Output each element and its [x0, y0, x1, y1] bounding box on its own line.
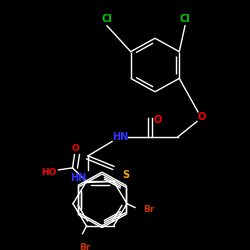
Text: HO: HO [41, 168, 56, 177]
Text: Cl: Cl [180, 14, 190, 24]
Text: HN: HN [70, 173, 86, 183]
Text: Br: Br [79, 242, 90, 250]
Text: HN: HN [112, 132, 128, 142]
Text: O: O [72, 144, 79, 153]
Text: O: O [154, 114, 162, 124]
Text: S: S [122, 170, 130, 180]
Text: O: O [198, 112, 206, 122]
Text: Br: Br [143, 205, 155, 214]
Text: Cl: Cl [102, 14, 112, 24]
